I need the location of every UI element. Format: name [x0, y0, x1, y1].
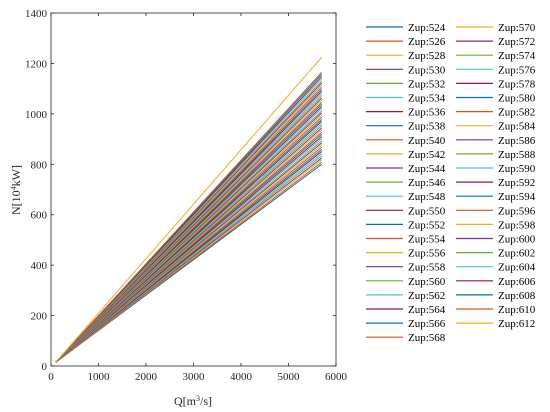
legend-label: Zup:572 [498, 36, 535, 48]
y-tick-label: 800 [31, 159, 48, 171]
x-tick-label: 2000 [135, 371, 158, 383]
legend-label: Zup:596 [498, 205, 536, 217]
y-tick-label: 1400 [25, 8, 48, 20]
series-line-zup-610 [55, 71, 323, 363]
legend-label: Zup:584 [498, 121, 536, 133]
series-layer [55, 56, 323, 363]
legend-label: Zup:544 [408, 163, 446, 175]
plot-frame [50, 12, 337, 367]
x-tick-label: 0 [48, 371, 54, 383]
legend-label: Zup:574 [498, 50, 536, 62]
legend-label: Zup:598 [498, 219, 536, 231]
legend-label: Zup:552 [408, 219, 445, 231]
legend-label: Zup:586 [498, 135, 536, 147]
legend-label: Zup:536 [408, 107, 446, 119]
legend: Zup:524 Zup:526 Zup:528 Zup:530 Zup:532 Zup:5… [366, 22, 536, 344]
legend-label: Zup:588 [498, 149, 536, 161]
legend-label: Zup:580 [498, 93, 536, 105]
legend-label: Zup:594 [498, 191, 536, 203]
legend-label: Zup:590 [498, 163, 536, 175]
x-tick-label: 6000 [325, 371, 348, 383]
legend-label: Zup:582 [498, 107, 535, 119]
y-tick-label: 600 [31, 210, 48, 222]
legend-label: Zup:554 [408, 234, 446, 246]
legend-label: Zup:608 [498, 290, 536, 302]
legend-label: Zup:564 [408, 304, 446, 316]
legend-label: Zup:592 [498, 177, 535, 189]
legend-label: Zup:570 [498, 22, 536, 34]
x-tick-label: 3000 [183, 371, 206, 383]
axis-ticks: 0 1000 2000 3000 4000 5000 6000 0 200 400 600 800 10… [25, 8, 348, 383]
legend-label: Zup:534 [408, 93, 446, 105]
legend-label: Zup:524 [408, 22, 446, 34]
legend-label: Zup:562 [408, 290, 445, 302]
legend-label: Zup:558 [408, 262, 446, 274]
legend-label: Zup:576 [498, 64, 536, 76]
y-tick-label: 1200 [25, 58, 48, 70]
legend-label: Zup:550 [408, 205, 446, 217]
legend-label: Zup:612 [498, 318, 535, 330]
y-tick-label: 1000 [25, 109, 48, 121]
legend-label: Zup:606 [498, 276, 536, 288]
legend-label: Zup:542 [408, 149, 445, 161]
legend-label: Zup:528 [408, 50, 446, 62]
legend-label: Zup:526 [408, 36, 446, 48]
y-tick-label: 0 [42, 361, 48, 373]
series-line-zup-612 [55, 56, 323, 363]
legend-label: Zup:610 [498, 304, 536, 316]
legend-label: Zup:600 [498, 234, 536, 246]
legend-label: Zup:602 [498, 248, 535, 260]
legend-label: Zup:546 [408, 177, 446, 189]
legend-label: Zup:566 [408, 318, 446, 330]
x-tick-label: 4000 [230, 371, 253, 383]
legend-label: Zup:556 [408, 248, 446, 260]
y-axis-label: N[104kW] [9, 165, 23, 215]
legend-label: Zup:532 [408, 78, 445, 90]
legend-label: Zup:538 [408, 121, 446, 133]
legend-label: Zup:560 [408, 276, 446, 288]
legend-label: Zup:578 [498, 78, 536, 90]
legend-label: Zup:540 [408, 135, 446, 147]
y-tick-label: 400 [31, 260, 48, 272]
x-tick-label: 5000 [278, 371, 301, 383]
x-axis-label: Q[m3/s] [174, 394, 212, 408]
legend-label: Zup:530 [408, 64, 446, 76]
legend-label: Zup:568 [408, 332, 446, 344]
y-tick-label: 200 [31, 311, 48, 323]
legend-label: Zup:604 [498, 262, 536, 274]
legend-label: Zup:548 [408, 191, 446, 203]
x-tick-label: 1000 [88, 371, 111, 383]
